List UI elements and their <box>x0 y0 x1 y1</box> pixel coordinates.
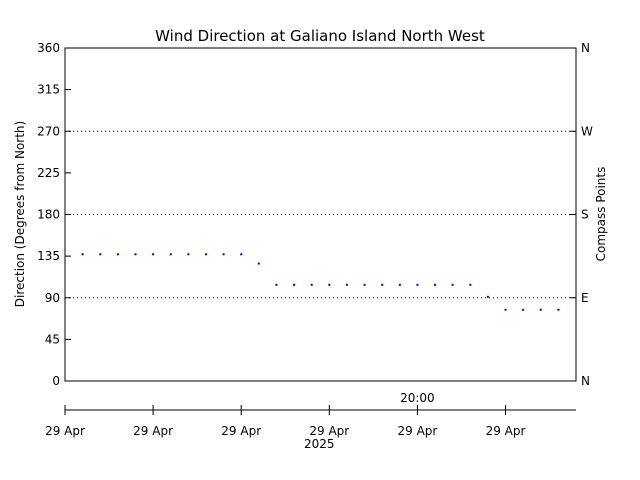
data-point <box>451 283 454 286</box>
data-point <box>240 253 243 256</box>
y-tick-label: 225 <box>37 166 60 180</box>
x-tick-label: 29 Apr <box>486 424 526 438</box>
gridlines <box>65 130 576 299</box>
compass-tick-label: E <box>581 291 589 305</box>
data-point <box>99 253 102 256</box>
data-points <box>81 253 560 311</box>
y-tick-label: 45 <box>45 332 60 346</box>
x-year-label: 2025 <box>304 437 335 451</box>
y-tick-label: 315 <box>37 83 60 97</box>
data-point <box>169 253 172 256</box>
data-point <box>416 283 419 286</box>
x-axis: 29 Apr 29 Apr 29 Apr 29 Apr 29 Apr 29 Apr <box>45 405 576 438</box>
data-point <box>187 253 190 256</box>
data-point <box>328 283 331 286</box>
data-point <box>522 308 525 311</box>
y-tick-label: 270 <box>37 124 60 138</box>
data-point <box>204 253 207 256</box>
data-point <box>81 253 84 256</box>
x-tick-label: 29 Apr <box>397 424 437 438</box>
compass-tick-label: N <box>581 41 590 55</box>
y-tick-label: 360 <box>37 41 60 55</box>
y-axis-left: 0 45 90 135 180 225 270 315 360 <box>37 41 71 388</box>
x-top-time-label: 20:00 <box>400 391 435 405</box>
data-point <box>222 253 225 256</box>
x-tick-label: 29 Apr <box>45 424 85 438</box>
y-axis-right: N E S W N <box>570 41 593 388</box>
data-point <box>275 283 278 286</box>
x-tick-label: 29 Apr <box>133 424 173 438</box>
data-point <box>557 308 560 311</box>
data-point <box>486 295 489 298</box>
y-axis-label-right: Compass Points <box>594 167 608 262</box>
data-point <box>293 283 296 286</box>
compass-tick-label: S <box>581 208 589 222</box>
data-point <box>539 308 542 311</box>
data-point <box>134 253 137 256</box>
data-point <box>363 283 366 286</box>
data-point <box>398 283 401 286</box>
x-tick-label: 29 Apr <box>309 424 349 438</box>
y-tick-label: 135 <box>37 249 60 263</box>
data-point <box>116 253 119 256</box>
data-point <box>257 262 260 265</box>
y-tick-label: 90 <box>45 291 60 305</box>
data-point <box>469 283 472 286</box>
chart-title: Wind Direction at Galiano Island North W… <box>155 27 485 45</box>
data-point <box>434 283 437 286</box>
x-tick-label: 29 Apr <box>221 424 261 438</box>
data-point <box>310 283 313 286</box>
compass-tick-label: N <box>581 374 590 388</box>
data-point <box>152 253 155 256</box>
y-axis-label: Direction (Degrees from North) <box>13 121 27 307</box>
data-point <box>504 308 507 311</box>
compass-tick-label: W <box>581 124 593 138</box>
y-tick-label: 0 <box>52 374 60 388</box>
data-point <box>381 283 384 286</box>
data-point <box>345 283 348 286</box>
y-tick-label: 180 <box>37 208 60 222</box>
